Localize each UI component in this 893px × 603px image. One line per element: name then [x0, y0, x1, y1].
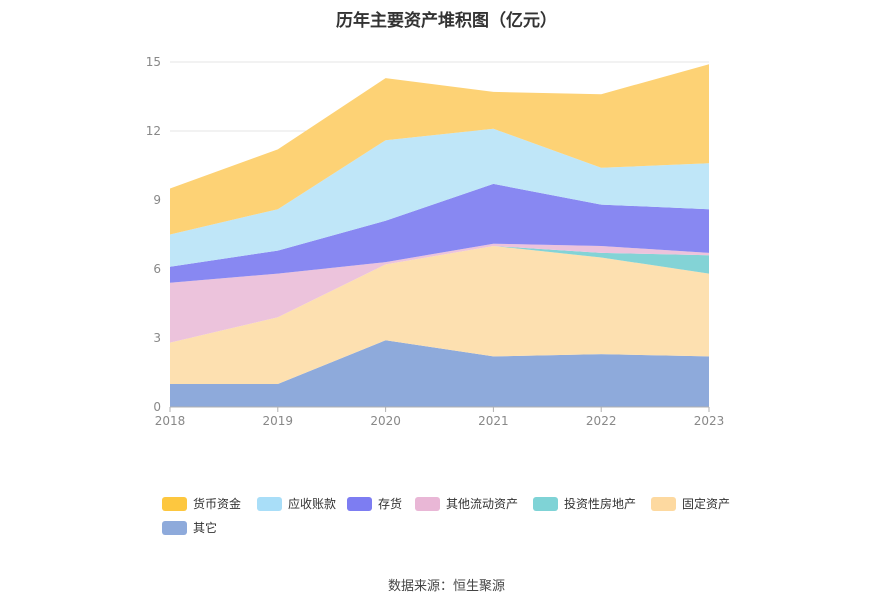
- legend-label: 投资性房地产: [564, 497, 637, 511]
- x-tick-label: 2019: [263, 414, 294, 428]
- legend-swatch: [347, 496, 372, 511]
- data-source: 数据来源：恒生聚源: [387, 579, 505, 594]
- legend-item[interactable]: 存货: [347, 495, 402, 512]
- y-tick-label: 6: [153, 262, 161, 276]
- x-tick-label: 2022: [586, 414, 617, 428]
- legend-label: 其它: [193, 521, 218, 535]
- legend-item[interactable]: 货币资金: [162, 495, 241, 512]
- legend-swatch: [162, 520, 187, 535]
- area-其它: [170, 340, 709, 407]
- chart-title: 历年主要资产堆积图（亿元）: [336, 11, 557, 31]
- legend-label: 货币资金: [193, 497, 242, 511]
- area-投资性房地产: [170, 246, 709, 343]
- legend-swatch: [651, 496, 676, 511]
- area-货币资金: [170, 64, 709, 235]
- legend-item[interactable]: 投资性房地产: [533, 495, 636, 512]
- legend-item[interactable]: 其他流动资产: [415, 495, 518, 512]
- area-series: [170, 64, 709, 407]
- legend-label: 应收账款: [288, 497, 337, 511]
- x-tick-label: 2018: [155, 414, 186, 428]
- y-tick-label: 3: [153, 331, 161, 345]
- x-tick-label: 2021: [478, 414, 509, 428]
- legend-swatch: [257, 496, 282, 511]
- legend-swatch: [415, 496, 440, 511]
- legend-swatch: [162, 496, 187, 511]
- y-tick-label: 0: [153, 400, 161, 414]
- area-固定资产: [170, 246, 709, 384]
- area-应收账款: [170, 128, 709, 267]
- legend-label: 固定资产: [682, 497, 731, 511]
- legend-label: 其他流动资产: [446, 497, 519, 511]
- legend-item[interactable]: 其它: [162, 519, 217, 536]
- legend-item[interactable]: 固定资产: [651, 495, 730, 512]
- y-tick-label: 15: [146, 55, 161, 69]
- y-tick-label: 9: [153, 193, 161, 207]
- y-tick-label: 12: [146, 124, 161, 138]
- legend-item[interactable]: 应收账款: [257, 495, 336, 512]
- x-tick-label: 2020: [370, 414, 401, 428]
- x-tick-label: 2023: [694, 414, 725, 428]
- area-存货: [170, 183, 709, 283]
- axes: 0 3 6 9 12 15 2018 2019 2020 2021 2022 2023: [146, 55, 725, 428]
- legend-label: 存货: [378, 497, 403, 511]
- area-其他流动资产: [170, 243, 709, 343]
- legend-swatch: [533, 496, 558, 511]
